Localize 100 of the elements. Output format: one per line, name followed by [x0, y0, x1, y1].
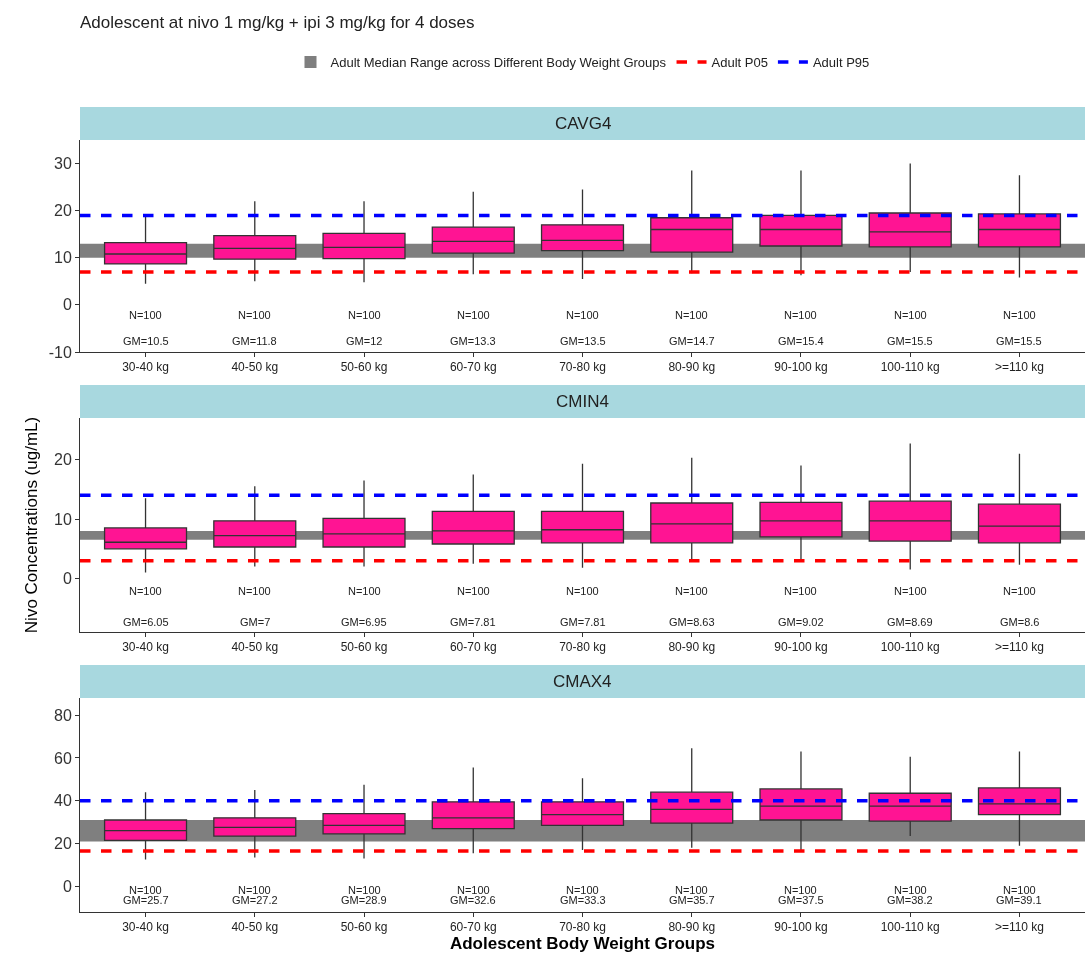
annotation: GM=38.2 [887, 894, 933, 906]
annotation: GM=14.7 [669, 335, 715, 347]
x-tick-label: >=110 kg [994, 360, 1045, 375]
y-tick-label: -10 [48, 343, 72, 361]
annotation: GM=25.7 [123, 894, 169, 906]
annotation: GM=8.6 [1000, 616, 1040, 628]
x-tick-label: 30-40 kg [122, 920, 169, 935]
annotation: N=100 [129, 884, 162, 896]
y-tick-label: 20 [54, 202, 72, 220]
annotation: N=100 [784, 585, 817, 597]
x-tick-label: 100-110 kg [880, 640, 940, 655]
annotation: N=100 [1003, 309, 1036, 321]
annotation: GM=12 [346, 335, 383, 347]
annotation: GM=6.95 [341, 616, 387, 628]
annotation: GM=33.3 [560, 894, 606, 906]
annotation: GM=39.1 [996, 894, 1042, 906]
annotation: N=100 [1003, 585, 1036, 597]
annotation: GM=8.69 [887, 616, 933, 628]
y-tick-label: 60 [54, 749, 72, 767]
y-tick-label: 40 [54, 792, 72, 810]
annotation: N=100 [457, 884, 490, 896]
annotation: GM=15.4 [778, 335, 824, 347]
y-axis-title: Nivo Concentrations (ug/mL) [21, 416, 41, 634]
x-tick-label: 30-40 kg [122, 360, 169, 375]
x-tick-label: >=110 kg [994, 640, 1045, 655]
x-tick-label: 80-90 kg [668, 920, 716, 935]
annotation: N=100 [238, 585, 271, 597]
annotation: N=100 [566, 309, 599, 321]
y-tick-label: 0 [62, 570, 72, 588]
x-tick-label: 50-60 kg [340, 360, 388, 375]
chart-subtitle: CAVG4 [555, 114, 612, 133]
legend-label: Adult Median Range across Different Body Weight Groups [330, 55, 667, 71]
annotation: N=100 [238, 884, 271, 896]
annotation: GM=13.3 [450, 335, 496, 347]
x-tick-label: 90-100 kg [774, 360, 828, 375]
annotation: GM=13.5 [560, 335, 606, 347]
annotation: N=100 [566, 884, 599, 896]
annotation: N=100 [238, 309, 271, 321]
x-tick-label: 40-50 kg [231, 360, 279, 375]
y-tick-label: 10 [54, 510, 72, 528]
y-tick-label: 30 [54, 155, 72, 173]
x-tick-label: 100-110 kg [880, 920, 940, 935]
x-tick-label: 50-60 kg [340, 640, 388, 655]
x-tick-label: 40-50 kg [231, 640, 279, 655]
annotation: GM=15.5 [887, 335, 933, 347]
chart-title: CMAX4 [553, 672, 612, 691]
y-tick-label: 20 [54, 451, 72, 469]
annotation: N=100 [675, 585, 708, 597]
chart-title: Adolescent at nivo 1 mg/kg + ipi 3 mg/kg for 4 doses [80, 12, 475, 32]
annotation: GM=10.5 [123, 335, 169, 347]
annotation: GM=11.8 [232, 335, 277, 347]
annotation: N=100 [457, 309, 490, 321]
annotation: GM=7.81 [560, 616, 606, 628]
annotation: N=100 [348, 585, 381, 597]
annotation: GM=15.5 [996, 335, 1042, 347]
annotation: N=100 [1003, 884, 1036, 896]
annotation: GM=7.81 [450, 616, 496, 628]
annotation: GM=32.6 [450, 894, 496, 906]
annotation: N=100 [457, 585, 490, 597]
annotation: N=100 [129, 585, 162, 597]
annotation: GM=8.63 [669, 616, 715, 628]
x-tick-label: 40-50 kg [231, 920, 279, 935]
annotation: GM=6.05 [123, 616, 169, 628]
x-tick-label: 100-110 kg [880, 360, 940, 375]
annotation: GM=28.9 [341, 894, 387, 906]
x-tick-label: 70-80 kg [559, 360, 606, 375]
annotation: N=100 [894, 309, 927, 321]
y-tick-label: 0 [62, 296, 72, 314]
y-tick-label: 80 [54, 706, 72, 724]
x-tick-label: 30-40 kg [122, 640, 169, 655]
y-tick-label: 10 [54, 249, 72, 267]
x-tick-label: 90-100 kg [774, 640, 828, 655]
annotation: N=100 [566, 585, 599, 597]
x-tick-label: >=110 kg [994, 920, 1045, 935]
annotation: GM=9.02 [778, 616, 824, 628]
annotation: N=100 [784, 309, 817, 321]
annotation: N=100 [894, 884, 927, 896]
annotation: GM=7 [240, 616, 271, 628]
x-tick-label: 60-70 kg [449, 360, 497, 375]
annotation: N=100 [894, 585, 927, 597]
x-tick-label: 80-90 kg [668, 640, 716, 655]
annotation: N=100 [348, 884, 381, 896]
legend-label: Adult P95 [812, 55, 870, 71]
x-tick-label: 50-60 kg [340, 920, 388, 935]
annotation: N=100 [675, 884, 708, 896]
x-tick-label: 60-70 kg [449, 640, 497, 655]
annotation: GM=37.5 [778, 894, 824, 906]
annotation: N=100 [129, 309, 162, 321]
annotation: N=100 [675, 309, 708, 321]
y-tick-label: 20 [54, 835, 72, 853]
x-axis-title: Adolescent Body Weight Groups [449, 934, 716, 954]
annotation: GM=27.2 [232, 894, 278, 906]
x-tick-label: 70-80 kg [559, 640, 606, 655]
annotation: N=100 [348, 309, 381, 321]
annotation: GM=35.7 [669, 894, 715, 906]
x-tick-label: 90-100 kg [774, 920, 828, 935]
x-tick-label: 80-90 kg [668, 360, 716, 375]
chart-title: CMIN4 [556, 392, 609, 411]
annotation: N=100 [784, 884, 817, 896]
y-tick-label: 0 [62, 877, 72, 895]
